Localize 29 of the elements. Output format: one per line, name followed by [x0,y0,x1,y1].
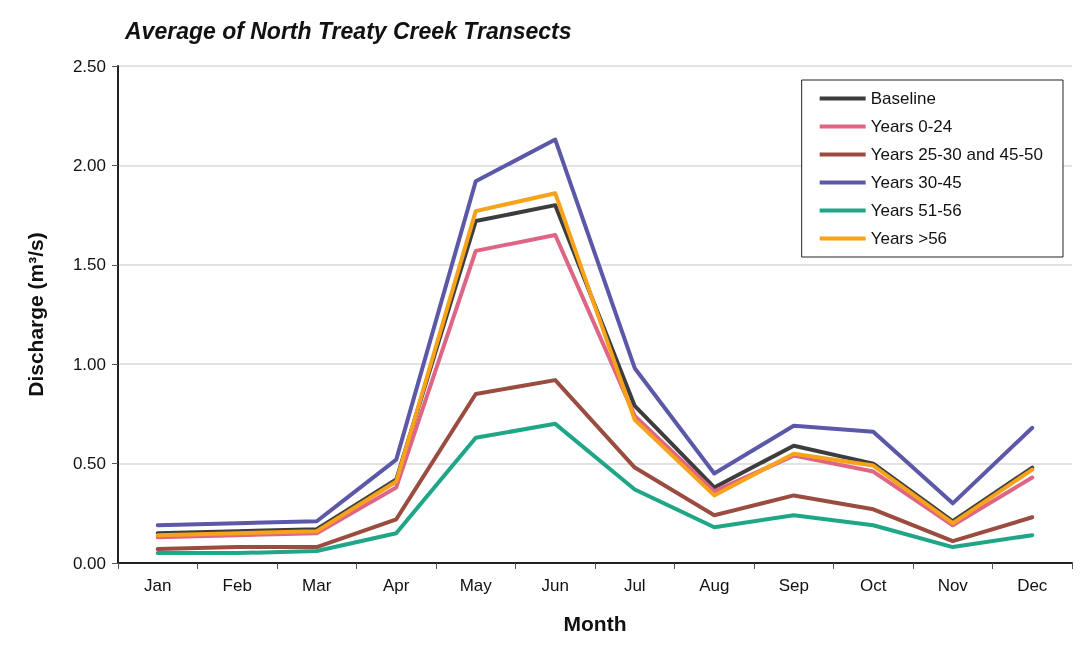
x-axis-title: Month [563,612,627,635]
x-tick-label: Feb [222,576,252,595]
line-series [155,378,1035,552]
y-tick-label: 0.00 [72,553,106,573]
y-tick-label: 2.50 [72,56,106,76]
x-tick-label: Sep [778,576,809,595]
y-tick-label: 0.50 [72,454,106,474]
chart-title: Average of North Treaty Creek Transects [124,17,572,44]
x-tick-label: Jul [623,576,646,595]
line-series [155,421,1035,556]
x-tick-label: Jan [144,576,172,595]
x-tick-label: Aug [699,576,730,595]
legend-label: Years 30-45 [870,173,962,192]
x-tick-label: Nov [937,576,969,595]
x-tick-label: Dec [1017,576,1048,595]
y-tick-label: 1.50 [72,255,106,275]
legend-label: Years >56 [870,229,948,248]
legend-label: Years 51-56 [870,201,962,220]
legend-label: Years 0-24 [870,117,953,136]
x-tick-label: May [459,576,493,595]
y-axis-title: Discharge (m³/s) [24,232,47,397]
x-tick-label: Mar [302,576,332,595]
y-tick-label: 1.00 [72,354,106,374]
legend-label: Baseline [870,89,936,108]
x-tick-label: Oct [860,576,887,595]
x-tick-label: Apr [383,576,410,595]
y-tick-label: 2.00 [72,155,106,175]
x-tick-label: Jun [541,576,569,595]
legend-label: Years 25-30 and 45-50 [870,145,1043,164]
